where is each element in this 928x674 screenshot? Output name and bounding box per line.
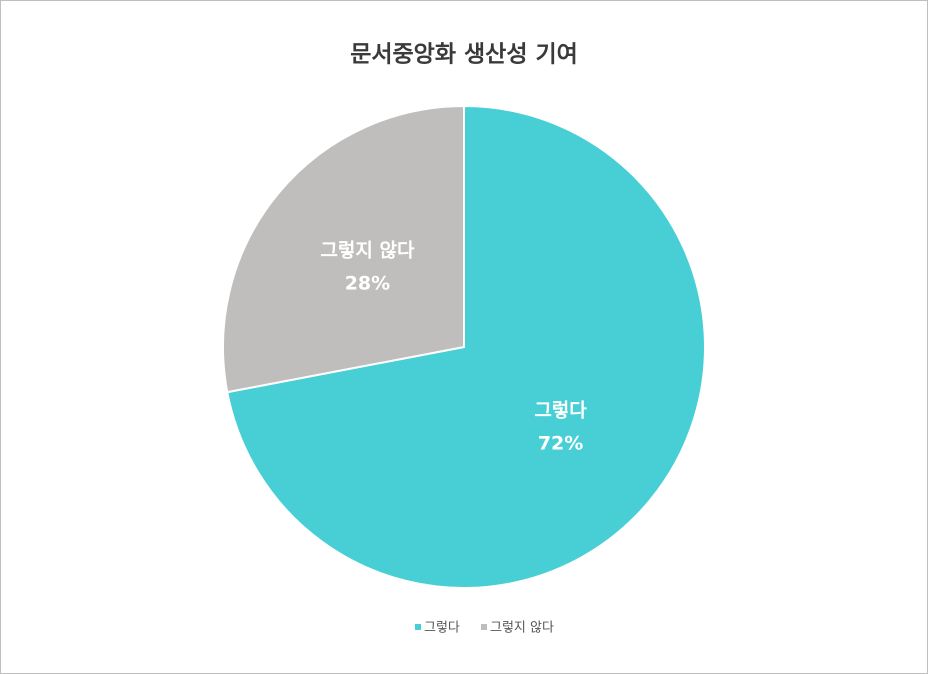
pie-slice xyxy=(222,104,465,394)
slice-category-label: 그렇지 않다 xyxy=(320,240,415,262)
legend-marker xyxy=(415,624,421,630)
chart-title: 문서중앙화 생산성 기여 xyxy=(350,42,578,68)
legend-label: 그렇지 않다 xyxy=(490,621,554,636)
slice-category-label: 그렇다 xyxy=(534,399,587,421)
legend-label: 그렇다 xyxy=(424,621,460,636)
slice-value-label: 28% xyxy=(345,273,390,295)
slice-value-label: 72% xyxy=(538,432,583,454)
pie-slice xyxy=(226,104,706,589)
legend-marker xyxy=(481,624,487,630)
